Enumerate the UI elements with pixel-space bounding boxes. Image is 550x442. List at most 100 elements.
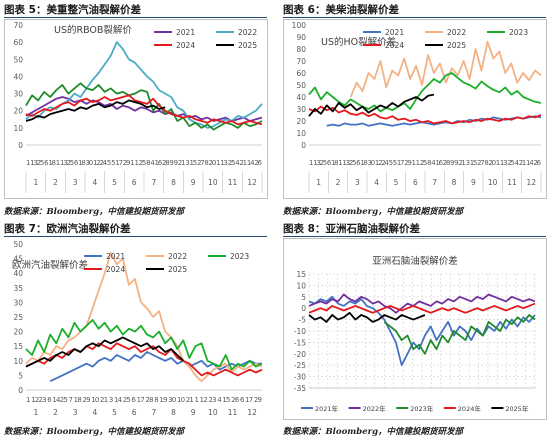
y-tick-label: -30 [294,373,306,382]
y-tick-label: 15 [296,270,306,279]
y-tick-label: 50 [296,81,306,90]
series-line-2021 [326,115,542,127]
legend-label: 2021 [106,252,125,261]
x-tick-month: 10 [488,178,498,187]
y-tick-label: 0 [18,141,23,150]
y-tick-label: 10 [296,281,306,290]
x-tick-month: 9 [191,178,196,187]
y-tick-label: 80 [296,45,306,54]
figure-7-title-rule [4,236,267,237]
legend-label: 2022年 [363,404,387,413]
asia-naphtha-crack-chart: -35 -30 -25 -20 -15 -10 -5 0 5 10 15 亚洲石脑油裂解价差 2021年… [283,238,547,420]
x-tick-month: 1 [33,178,38,187]
figure-8-source: 数据来源：Bloomberg，中信建投期货研发部 [283,427,464,437]
legend-label: 2023 [230,252,249,261]
legend-label: 2021 [385,28,404,37]
x-tick-month: 1 [316,178,321,187]
y-tick-label: 0 [18,386,23,395]
x-tick-month: 8 [452,178,457,187]
x-tick-month: 11 [507,178,517,187]
x-tick-month: 5 [394,178,399,187]
chart-border [283,19,547,199]
figure-5-title-rule [4,17,267,18]
legend-label: 2023 [509,28,528,37]
x-tick-month: 4 [374,178,379,187]
x-tick-month: 3 [73,408,78,417]
x-tick-month: 10 [208,408,218,417]
series-line-2024 [308,105,542,125]
y-tick-label: 70 [13,21,23,30]
legend-label: 2025 [168,265,187,274]
series-line-2023年 [383,314,536,355]
figure-7-source: 数据来源：Bloomberg，中信建投期货研发部 [4,427,185,437]
y-tick-label: -20 [294,350,306,359]
x-tick-month: 11 [228,178,238,187]
x-tick-month: 7 [151,178,156,187]
x-tick-month: 8 [171,178,176,187]
legend-label: 2024 [385,41,404,50]
x-tick-month: 7 [151,408,156,417]
series-line-2023 [308,72,542,113]
x-tick-days: 1 1325 6 18 1 1325 6 18 30 1224 5 5 17 2… [309,159,542,167]
figure-5-source: 数据来源：Bloomberg，中信建投期货研发部 [4,207,185,217]
y-tick-label: 0 [301,304,306,313]
series-line-2022 [349,40,542,98]
figure-5-chart: 0 10 20 30 40 50 60 70 1 1325 6 18 1 1325 6 18 3… [4,19,268,199]
legend-label: 2024 [176,41,195,50]
figure-7-title: 图表 7：欧洲汽油裂解价差 [4,223,131,235]
y-tick-label: 90 [296,33,306,42]
x-tick-month: 6 [132,408,137,417]
y-tick-label: 50 [13,55,23,64]
rbob-crack-chart: 0 10 20 30 40 50 60 70 1 1325 6 18 1 1325 6 18 3… [4,19,268,199]
y-tick-label: -25 [294,361,306,370]
x-tick-month: 4 [92,408,97,417]
legend-label: 2024年 [458,404,482,413]
series-line-2021 [25,96,263,122]
legend-label: 2025 [238,41,257,50]
series-line-2021年 [308,295,536,367]
figure-8-title-rule [283,236,546,237]
legend-label: 2022 [238,28,257,37]
y-tick-label: 40 [296,93,306,102]
x-tick-month: 9 [471,178,476,187]
figure-6-chart: 0 10 20 30 40 50 60 70 80 90 100 1 1325 6 18 1 1325… [283,19,547,199]
y-tick-label: 60 [296,69,306,78]
legend-label: 2025年 [505,404,529,413]
legend-label: 2022 [447,28,466,37]
x-tick-month: 12 [527,178,537,187]
x-tick-month: 3 [355,178,360,187]
x-tick-month: 6 [413,178,418,187]
y-tick-label: 20 [296,117,306,126]
series-line-2024 [25,342,263,377]
x-tick-month: 1 [33,408,38,417]
y-tick-label: 25 [13,313,23,322]
x-tick-month: 5 [112,178,117,187]
legend-label: 2025 [447,41,466,50]
chart-border [283,238,547,420]
y-tick-label: 15 [13,342,23,351]
x-tick-month: 11 [228,408,238,417]
y-tick-label: 50 [13,240,23,249]
x-tick-days: 1 1223 6 1425 7 18 29 10 21 3 14 25 6 17… [26,396,262,404]
series-line-2025 [25,99,166,122]
x-tick-month: 12 [247,178,257,187]
x-tick-month: 2 [53,408,58,417]
x-tick-month: 3 [73,178,78,187]
x-tick-month: 12 [247,408,257,417]
y-tick-label: 0 [301,141,306,150]
figure-6-title-rule [283,17,546,18]
figure-7-chart: 0 5 10 15 20 25 30 35 40 45 50 1 1223 6 1425 7 18 2… [4,238,268,420]
legend-label: 2024 [106,265,125,274]
figure-8-chart: -35 -30 -25 -20 -15 -10 -5 0 5 10 15 亚洲石脑油裂解价差 2021年… [283,238,547,420]
y-tick-label: 40 [13,269,23,278]
chart-inner-title: 欧洲汽油裂解价差 [12,259,88,271]
x-tick-month: 4 [92,178,97,187]
x-tick-month: 7 [432,178,437,187]
x-tick-month: 9 [191,408,196,417]
series-line-2024 [25,94,263,126]
series-line-2023 [25,319,263,371]
y-tick-label: 20 [13,328,23,337]
legend-label: 2023年 [410,404,434,413]
series-line-2023 [25,82,263,131]
y-tick-label: 100 [292,21,307,30]
